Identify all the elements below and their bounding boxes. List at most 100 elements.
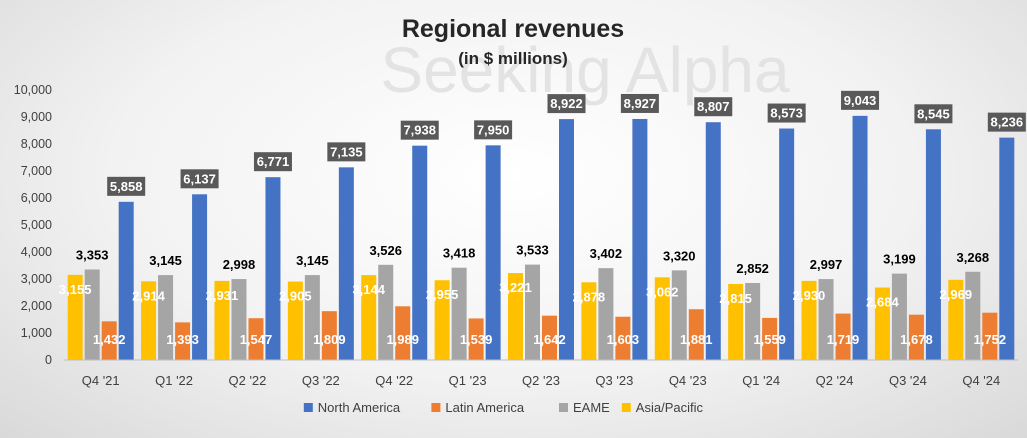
bar-north-america bbox=[779, 128, 795, 360]
y-tick-label: 5,000 bbox=[21, 218, 52, 232]
legend-swatch bbox=[621, 403, 631, 412]
data-label: 2,905 bbox=[279, 289, 312, 304]
data-label: 8,545 bbox=[917, 106, 950, 121]
bar-latin-america bbox=[982, 312, 998, 360]
bar-eame bbox=[965, 271, 981, 360]
bar-north-america bbox=[412, 145, 428, 360]
x-tick-label: Q4 '22 bbox=[375, 373, 413, 388]
bar-north-america bbox=[999, 137, 1015, 360]
bar-latin-america bbox=[688, 309, 704, 360]
bar-asia-pacific bbox=[67, 274, 83, 360]
data-label-box bbox=[253, 152, 292, 172]
data-label: 3,353 bbox=[76, 247, 109, 262]
y-tick-label: 6,000 bbox=[21, 191, 52, 205]
bar-north-america bbox=[265, 177, 281, 360]
legend-label: North America bbox=[318, 400, 401, 415]
x-tick-label: Q2 '23 bbox=[522, 373, 560, 388]
y-tick-label: 1,000 bbox=[21, 326, 52, 340]
bar-eame bbox=[525, 264, 540, 360]
x-tick-label: Q4 '21 bbox=[82, 373, 120, 388]
data-label: 1,559 bbox=[753, 332, 786, 347]
data-label: 9,043 bbox=[844, 93, 877, 108]
watermark-text: Seeking Alpha bbox=[380, 34, 790, 106]
bars-group bbox=[67, 115, 1015, 361]
y-tick-label: 7,000 bbox=[21, 164, 52, 178]
legend-swatch bbox=[559, 403, 568, 412]
data-label: 3,526 bbox=[369, 243, 402, 258]
x-tick-label: Q1 '22 bbox=[155, 373, 193, 388]
bar-north-america bbox=[925, 129, 941, 360]
bar-asia-pacific bbox=[434, 280, 450, 360]
data-label: 8,236 bbox=[991, 115, 1024, 130]
data-label: 6,137 bbox=[183, 171, 216, 186]
data-label: 1,393 bbox=[166, 332, 199, 347]
data-label: 2,969 bbox=[940, 287, 973, 302]
bar-eame bbox=[671, 270, 687, 360]
bar-latin-america bbox=[835, 313, 851, 360]
data-label-box bbox=[400, 120, 439, 140]
data-label: 5,858 bbox=[110, 179, 143, 194]
bar-asia-pacific bbox=[361, 275, 377, 360]
data-labels-group: 3,155 3,353 1,432 5,858 2,914 3,145 1,393 6,137… bbox=[59, 90, 1026, 347]
x-tick-label: Q4 '24 bbox=[962, 373, 1000, 388]
bar-eame bbox=[598, 268, 614, 360]
bar-north-america bbox=[192, 194, 208, 360]
y-axis: 0 1,000 2,000 3,000 4,000 5,000 6,000 7,000 8,00… bbox=[14, 83, 52, 367]
bar-north-america bbox=[852, 115, 868, 361]
bar-north-america bbox=[485, 145, 501, 360]
data-label: 1,642 bbox=[533, 332, 566, 347]
bar-latin-america bbox=[908, 314, 924, 360]
data-label-box bbox=[327, 142, 366, 162]
x-tick-label: Q3 '22 bbox=[302, 373, 340, 388]
data-label-box bbox=[620, 93, 659, 113]
data-label-box bbox=[914, 104, 953, 124]
data-label: 3,145 bbox=[149, 253, 182, 268]
x-tick-label: Q4 '23 bbox=[669, 373, 707, 388]
data-label: 3,062 bbox=[646, 284, 679, 299]
legend-swatch bbox=[431, 403, 441, 412]
data-label: 7,135 bbox=[330, 144, 363, 159]
bar-eame bbox=[451, 267, 467, 360]
bar-latin-america bbox=[321, 311, 337, 360]
data-label: 2,914 bbox=[132, 288, 165, 303]
bar-latin-america bbox=[762, 317, 778, 360]
bar-latin-america bbox=[542, 315, 557, 360]
data-label: 3,199 bbox=[883, 252, 916, 267]
y-tick-label: 10,000 bbox=[14, 83, 52, 97]
y-tick-label: 2,000 bbox=[21, 299, 52, 313]
data-label: 2,852 bbox=[736, 261, 769, 276]
bar-north-america bbox=[338, 167, 354, 360]
y-tick-label: 8,000 bbox=[21, 137, 52, 151]
bar-north-america bbox=[705, 122, 721, 360]
x-tick-label: Q2 '22 bbox=[229, 373, 267, 388]
y-tick-label: 3,000 bbox=[21, 272, 52, 286]
data-label: 8,807 bbox=[697, 99, 730, 114]
bar-asia-pacific bbox=[214, 280, 230, 360]
data-label: 3,533 bbox=[516, 243, 549, 258]
data-label: 2,955 bbox=[426, 287, 459, 302]
data-label: 3,268 bbox=[957, 250, 990, 265]
bar-eame bbox=[158, 275, 174, 360]
data-label: 2,815 bbox=[719, 291, 752, 306]
legend-label: Asia/Pacific bbox=[636, 400, 704, 415]
data-label: 1,432 bbox=[93, 332, 126, 347]
bar-eame bbox=[84, 269, 100, 360]
data-label-box bbox=[474, 120, 513, 140]
data-label: 2,930 bbox=[793, 288, 826, 303]
bar-latin-america bbox=[101, 321, 117, 360]
bar-eame bbox=[231, 279, 247, 360]
bar-eame bbox=[745, 282, 761, 360]
legend-label: EAME bbox=[573, 400, 610, 415]
data-label: 1,603 bbox=[607, 332, 640, 347]
legend: North America Latin America EAME Asia/Pacif… bbox=[303, 400, 704, 415]
data-label: 3,144 bbox=[352, 282, 385, 297]
data-label: 8,927 bbox=[624, 96, 657, 111]
data-label: 2,931 bbox=[206, 288, 239, 303]
legend-label: Latin America bbox=[445, 400, 525, 415]
data-label: 3,145 bbox=[296, 253, 329, 268]
data-label: 8,922 bbox=[550, 96, 583, 111]
chart-subtitle: (in $ millions) bbox=[458, 49, 568, 68]
bar-north-america bbox=[118, 201, 134, 360]
data-label: 1,539 bbox=[460, 332, 493, 347]
